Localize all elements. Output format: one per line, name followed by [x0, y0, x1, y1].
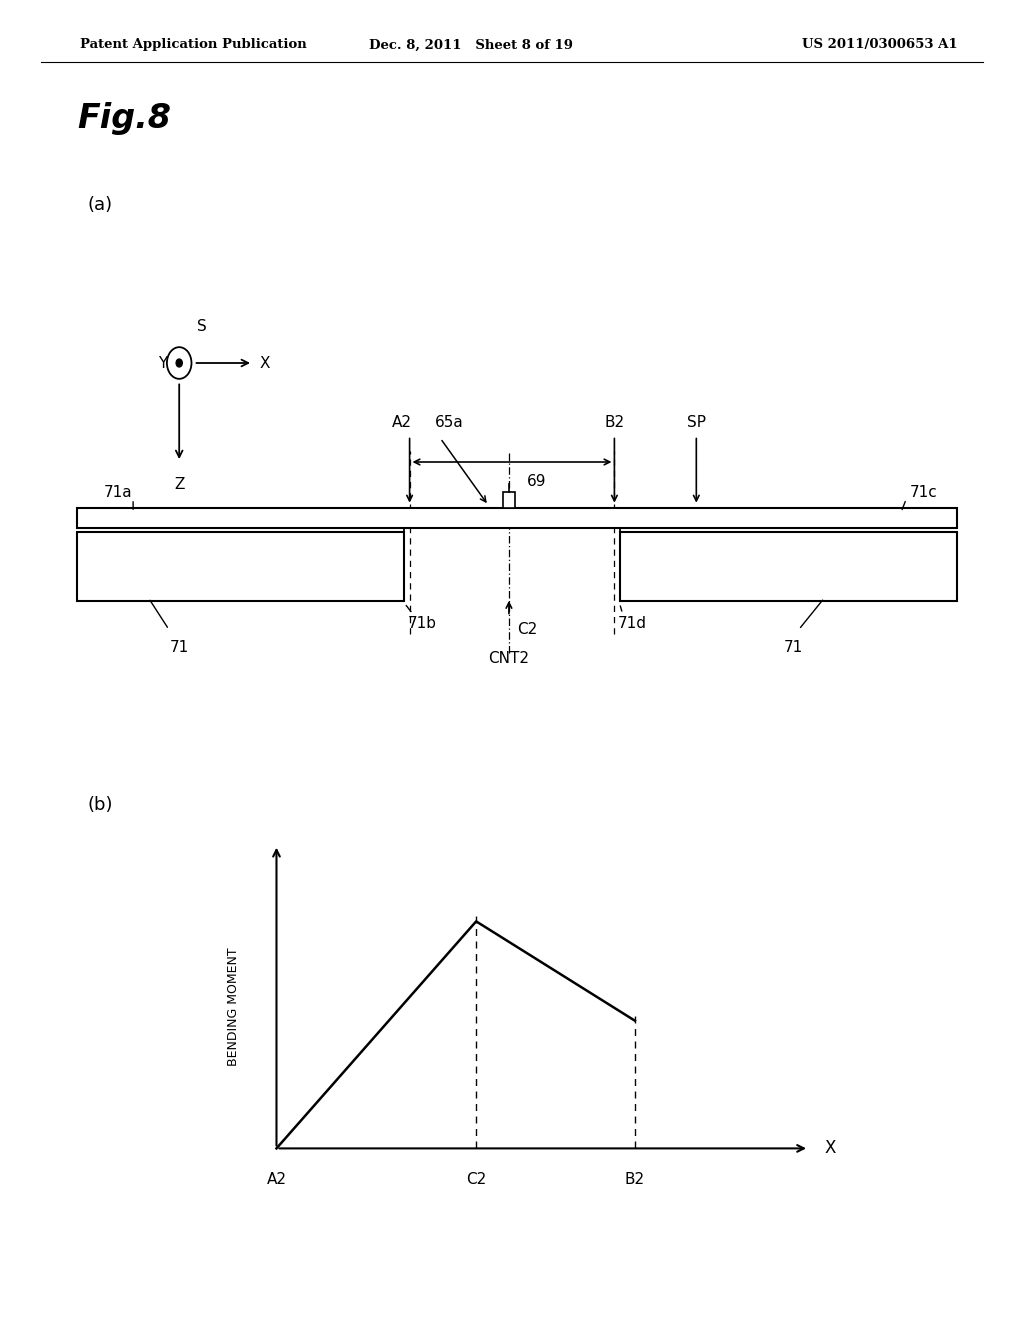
- Text: B2: B2: [625, 1172, 645, 1187]
- Bar: [620, 532, 957, 601]
- Bar: [503, 492, 515, 508]
- Text: A2: A2: [391, 416, 412, 430]
- Text: (b): (b): [87, 796, 113, 814]
- Text: 71b: 71b: [408, 616, 436, 631]
- Text: Y: Y: [158, 355, 167, 371]
- Text: X: X: [824, 1139, 836, 1158]
- Text: 71a: 71a: [103, 484, 132, 500]
- Text: Z: Z: [174, 477, 184, 491]
- Text: S: S: [197, 318, 207, 334]
- Text: C2: C2: [517, 622, 538, 636]
- Text: 71: 71: [170, 640, 188, 655]
- Text: CNT2: CNT2: [488, 651, 529, 665]
- Text: Patent Application Publication: Patent Application Publication: [80, 38, 306, 51]
- Circle shape: [176, 359, 182, 367]
- Text: C2: C2: [466, 1172, 486, 1187]
- Text: (a): (a): [87, 195, 113, 214]
- Text: BENDING MOMENT: BENDING MOMENT: [227, 948, 240, 1065]
- Text: A2: A2: [266, 1172, 287, 1187]
- Text: SP: SP: [687, 416, 706, 430]
- Text: B2: B2: [604, 416, 625, 430]
- Text: 71c: 71c: [909, 484, 937, 500]
- Text: Fig.8: Fig.8: [77, 103, 171, 135]
- Text: 71: 71: [784, 640, 803, 655]
- Bar: [77, 508, 957, 528]
- Text: X: X: [259, 355, 269, 371]
- Text: 65a: 65a: [435, 416, 464, 430]
- Bar: [77, 532, 404, 601]
- Text: 71d: 71d: [617, 616, 646, 631]
- Text: Dec. 8, 2011   Sheet 8 of 19: Dec. 8, 2011 Sheet 8 of 19: [369, 38, 573, 51]
- Text: 69: 69: [527, 474, 547, 490]
- Text: US 2011/0300653 A1: US 2011/0300653 A1: [802, 38, 957, 51]
